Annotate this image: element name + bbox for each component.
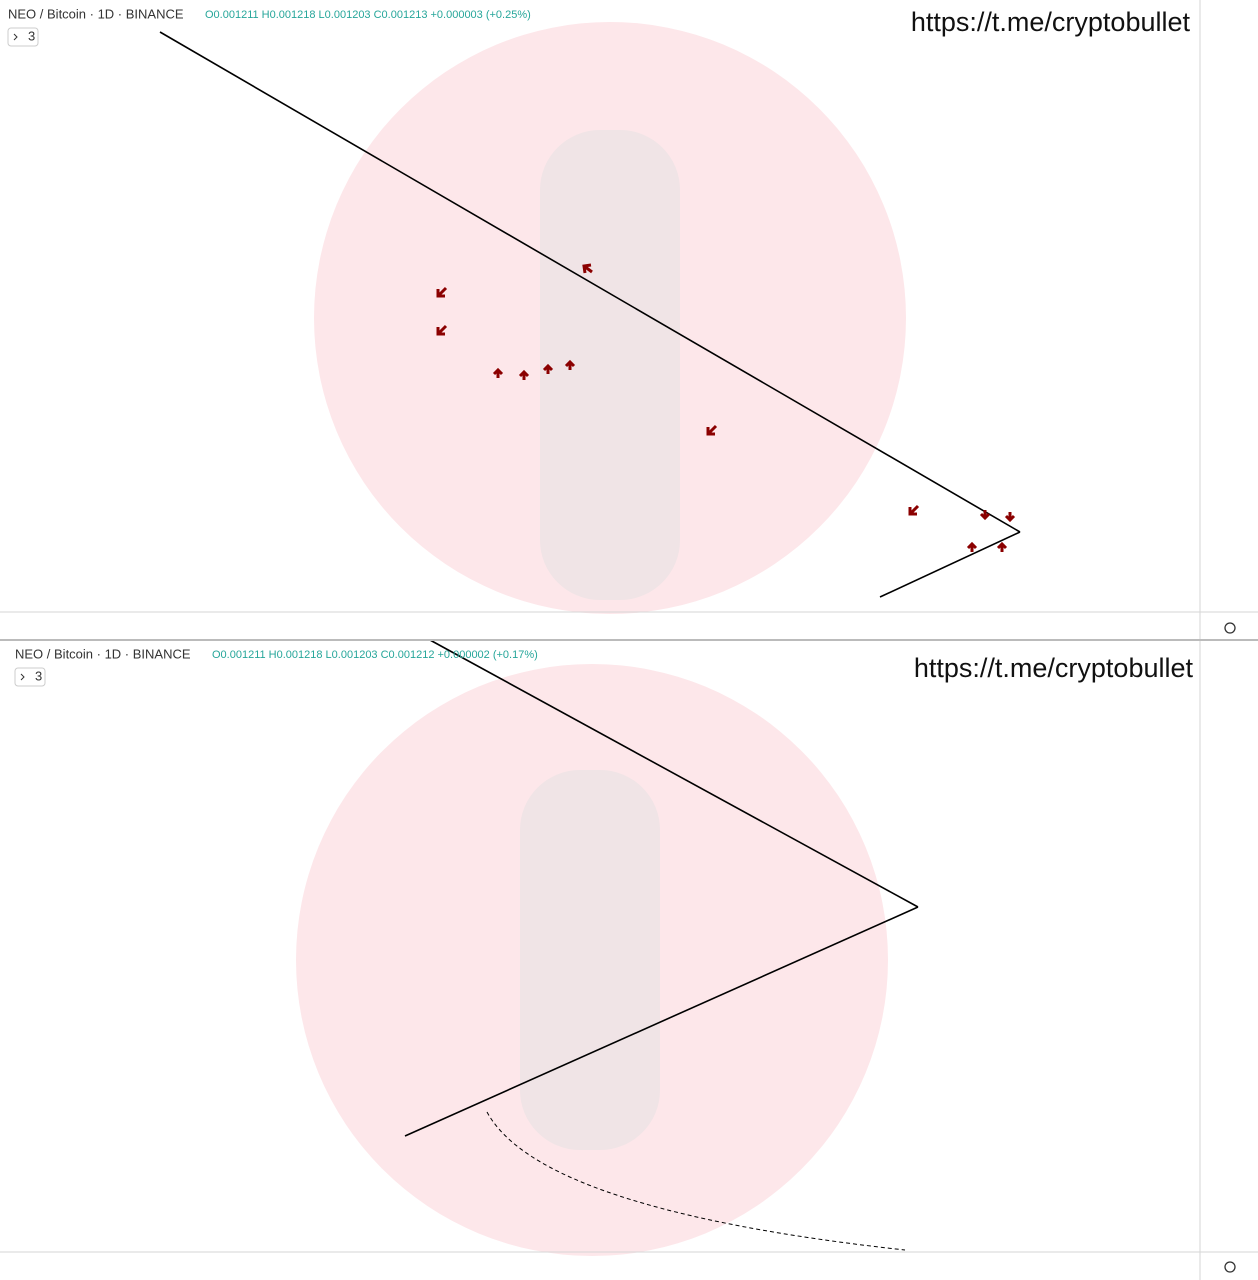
- indicator-count[interactable]: 3: [28, 28, 35, 43]
- watermark-link: https://t.me/cryptobullet: [911, 7, 1191, 37]
- chevron-icon: [20, 673, 25, 681]
- arrow: [979, 510, 991, 521]
- arrow: [518, 369, 530, 380]
- watermark-bullet: [540, 130, 680, 600]
- ohlc-readout: O0.001211 H0.001218 L0.001203 C0.001212 …: [212, 649, 538, 661]
- watermark-bullet: [520, 770, 660, 1150]
- gear[interactable]: [1224, 622, 1236, 634]
- arrow: [564, 359, 576, 370]
- arrow: [996, 541, 1008, 552]
- chevron-icon: [13, 33, 18, 41]
- indicator-count[interactable]: 3: [35, 668, 42, 683]
- arrow: [436, 324, 448, 336]
- arrows: [436, 263, 1016, 552]
- arrow: [492, 367, 504, 378]
- indicator-toggle[interactable]: [7, 27, 39, 47]
- trend-line: [404, 906, 919, 1137]
- settings-icon[interactable]: [1224, 622, 1236, 1273]
- symbol-title: NEO / Bitcoin · 1D · BINANCE: [15, 646, 191, 661]
- arrow: [966, 541, 978, 552]
- trend-line: [879, 531, 1021, 598]
- arrow: [908, 504, 920, 516]
- indicator-toggle[interactable]: [14, 667, 46, 687]
- arrow: [1004, 512, 1016, 523]
- gear[interactable]: [1224, 1261, 1236, 1273]
- trend-line: [159, 31, 1021, 533]
- arrow: [436, 286, 448, 298]
- arrow: [542, 363, 554, 374]
- watermark-link: https://t.me/cryptobullet: [914, 653, 1194, 683]
- arrow: [582, 263, 593, 274]
- arrow: [706, 424, 718, 436]
- trend-line: [429, 639, 919, 908]
- symbol-title: NEO / Bitcoin · 1D · BINANCE: [8, 6, 184, 21]
- ohlc-readout: O0.001211 H0.001218 L0.001203 C0.001213 …: [205, 9, 531, 21]
